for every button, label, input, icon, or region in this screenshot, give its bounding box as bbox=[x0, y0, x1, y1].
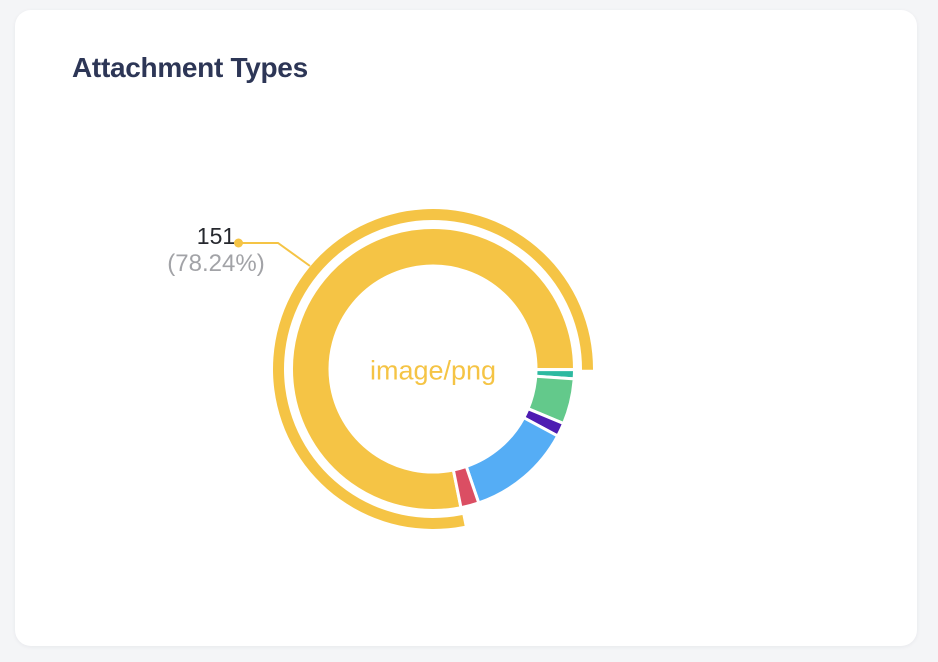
pie-slice-red[interactable] bbox=[451, 464, 481, 510]
pie-slice-blue[interactable] bbox=[464, 415, 560, 505]
pie-slice-image-png[interactable] bbox=[290, 226, 577, 512]
attachment-types-card: Attachment Types bbox=[15, 10, 917, 646]
card-title: Attachment Types bbox=[72, 52, 308, 83]
pie-slices-group bbox=[273, 208, 594, 529]
label-connector-dot bbox=[234, 238, 243, 248]
label-connector-line bbox=[241, 242, 311, 267]
